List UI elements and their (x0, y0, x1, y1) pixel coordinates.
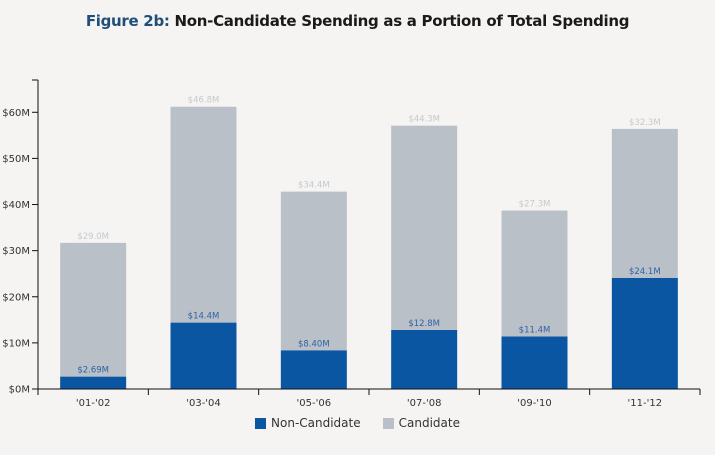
bar-non-candidate (611, 277, 678, 389)
legend-label-candidate: Candidate (398, 416, 460, 430)
legend-swatch-non-candidate (255, 417, 267, 429)
bar-non-candidate (60, 376, 127, 389)
data-label-non-candidate: $14.4M (188, 312, 220, 322)
x-tick-label: '01-'02 (76, 398, 111, 409)
data-label-candidate: $44.3M (408, 115, 440, 125)
figure-label: Figure 2b: (85, 12, 170, 30)
bar-candidate (280, 191, 347, 351)
legend-item-non-candidate[interactable]: Non-Candidate (255, 416, 361, 430)
data-label-non-candidate: $24.1M (629, 267, 661, 277)
bar-candidate (170, 106, 237, 323)
x-tick-label: '11-'12 (628, 398, 663, 409)
y-tick-label: $30M (2, 246, 30, 257)
data-label-non-candidate: $8.40M (298, 339, 330, 349)
data-label-non-candidate: $2.69M (77, 366, 109, 376)
data-label-non-candidate: $12.8M (408, 319, 440, 329)
chart-title-text: Non-Candidate Spending as a Portion of T… (169, 12, 630, 30)
y-tick-label: $10M (2, 338, 30, 349)
bar-non-candidate (501, 336, 568, 389)
legend-label-non-candidate: Non-Candidate (271, 416, 361, 430)
legend-swatch-candidate (382, 417, 394, 429)
data-label-non-candidate: $11.4M (519, 325, 551, 335)
data-label-candidate: $34.4M (298, 181, 330, 191)
x-tick-label: '07-'08 (407, 398, 442, 409)
legend-item-candidate[interactable]: Candidate (382, 416, 460, 430)
y-tick-label: $20M (2, 292, 30, 303)
data-label-candidate: $32.3M (629, 118, 661, 128)
y-tick-label: $40M (2, 200, 30, 211)
legend: Non-Candidate Candidate (0, 416, 715, 430)
axes-group: '01-'02 '03-'04 '05-'06 '07-'08 '09-'10 '11-'… (2, 79, 701, 409)
bar-candidate (60, 242, 127, 377)
bar-non-candidate (170, 322, 237, 389)
chart-title: Figure 2b: Non-Candidate Spending as a P… (0, 12, 715, 31)
bar-candidate (391, 125, 458, 330)
y-tick-label: $50M (2, 154, 30, 165)
bar-candidate (611, 128, 678, 278)
bar-candidate (501, 210, 568, 337)
y-tick-label: $60M (2, 108, 30, 119)
bar-non-candidate (391, 329, 458, 389)
data-label-candidate: $46.8M (188, 96, 220, 106)
y-tick-label: $0M (9, 385, 30, 396)
x-tick-label: '03-'04 (186, 398, 221, 409)
value-labels-group: $2.69M $29.0M $14.4M $46.8M $8.40M $34.4M $12.… (77, 96, 660, 376)
bars-group (60, 106, 678, 389)
data-label-candidate: $29.0M (77, 232, 109, 242)
x-tick-label: '09-'10 (517, 398, 552, 409)
bar-non-candidate (280, 350, 347, 389)
data-label-candidate: $27.3M (519, 200, 551, 210)
x-tick-label: '05-'06 (297, 398, 332, 409)
